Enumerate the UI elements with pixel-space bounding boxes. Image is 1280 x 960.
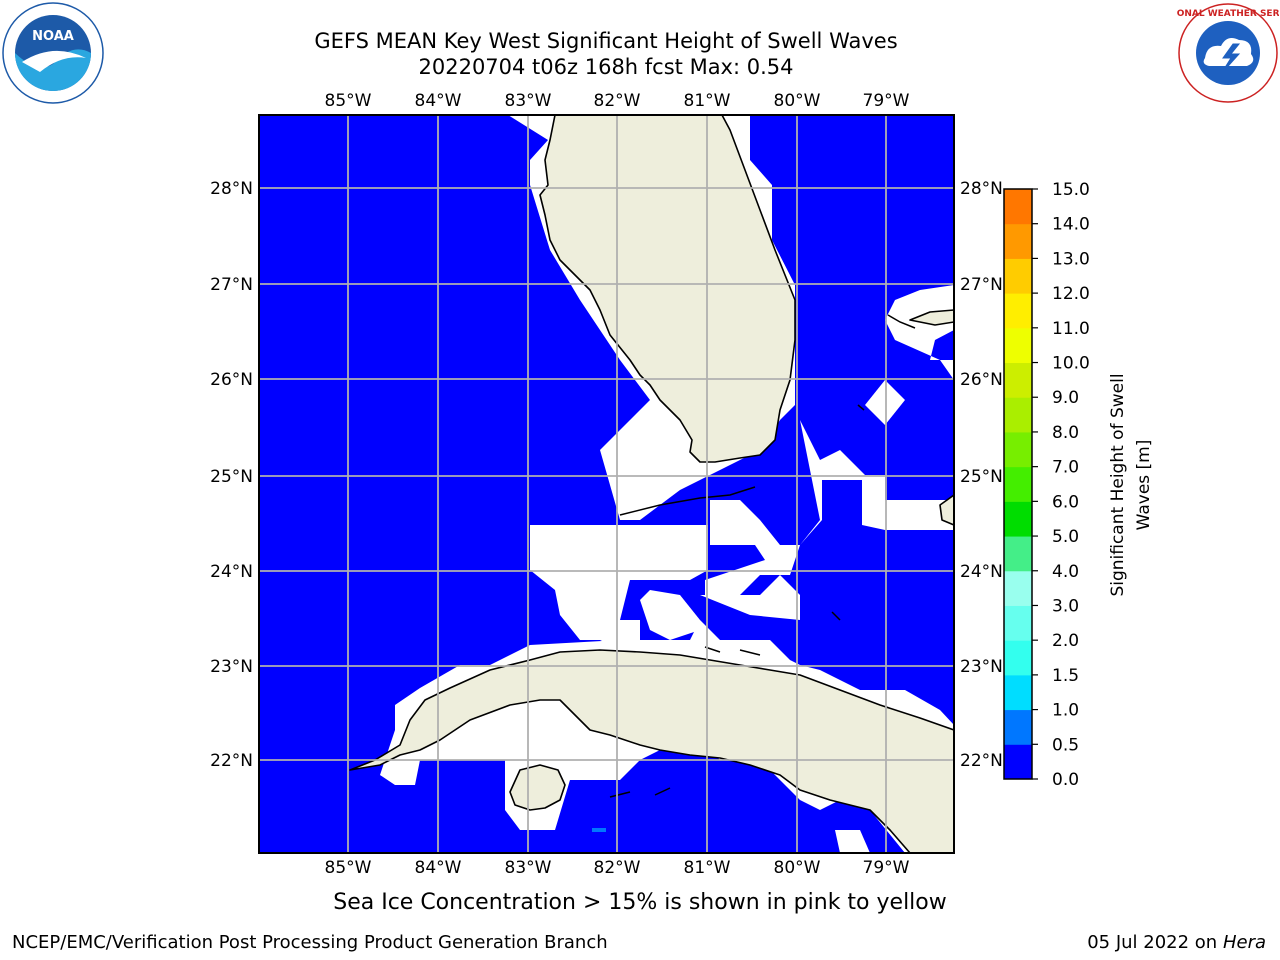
colorbar-segment (1004, 293, 1032, 329)
lon-label-top: 82°W (594, 91, 641, 111)
colorbar-segment (1004, 674, 1032, 711)
lat-labels-right: 28°N 27°N 26°N 25°N 24°N 23°N 22°N (960, 179, 1003, 771)
lat-labels-left: 28°N 27°N 26°N 25°N 24°N 23°N 22°N (210, 179, 253, 771)
lat-label-left: 26°N (210, 370, 253, 390)
lon-label-bottom: 80°W (774, 858, 821, 878)
footer-date: 05 Jul 2022 on Hera (1087, 932, 1266, 953)
lon-label-bottom: 79°W (863, 858, 910, 878)
colorbar-title: Significant Height of Swell Waves [m] (1108, 373, 1154, 596)
colorbar-tick-label: 0.0 (1052, 770, 1079, 790)
lat-label-left: 25°N (210, 467, 253, 487)
lon-label-top: 83°W (505, 91, 552, 111)
colorbar-tick-label: 14.0 (1052, 215, 1090, 235)
lat-label-right: 28°N (960, 179, 1003, 199)
lat-label-left: 23°N (210, 657, 253, 677)
lon-label-top: 81°W (684, 91, 731, 111)
colorbar-segment (1004, 223, 1032, 259)
lon-label-bottom: 85°W (325, 858, 372, 878)
colorbar-segment (1004, 536, 1032, 572)
colorbar-segment (1004, 258, 1032, 294)
map-area (259, 115, 954, 853)
land-masses (349, 115, 954, 853)
footer-host: Hera (1222, 932, 1266, 953)
bahamas-land (909, 309, 954, 326)
colorbar-segment (1004, 501, 1032, 537)
footer-date-text: 05 Jul 2022 on (1087, 932, 1223, 953)
lat-label-right: 23°N (960, 657, 1003, 677)
colorbar-tick-label: 2.0 (1052, 631, 1079, 651)
lat-label-left: 28°N (210, 179, 253, 199)
lon-label-top: 79°W (863, 91, 910, 111)
lat-label-left: 24°N (210, 562, 253, 582)
colorbar-segment (1004, 362, 1032, 398)
colorbar-tick-label: 7.0 (1052, 458, 1079, 478)
lon-labels-bottom: 85°W 84°W 83°W 82°W 81°W 80°W 79°W (325, 858, 910, 878)
colorbar-segment (1004, 709, 1032, 745)
sea-ice-note: Sea Ice Concentration > 15% is shown in … (333, 890, 947, 915)
florida-land (539, 115, 796, 463)
chart-title: GEFS MEAN Key West Significant Height of… (314, 29, 898, 53)
colorbar-tick-label: 1.0 (1052, 701, 1079, 721)
colorbar-label-line2: Waves [m] (1134, 440, 1154, 531)
lon-label-bottom: 84°W (415, 858, 462, 878)
colorbar-segment (1004, 397, 1032, 433)
lon-label-top: 80°W (774, 91, 821, 111)
colorbar-segment (1004, 640, 1032, 676)
colorbar-tick-label: 11.0 (1052, 319, 1090, 339)
nws-logo-icon: NATIONAL WEATHER SERVICE (1177, 3, 1279, 103)
lon-label-top: 85°W (325, 91, 372, 111)
chart-subtitle: 20220704 t06z 168h fcst Max: 0.54 (418, 55, 794, 79)
colorbar-label-line1: Significant Height of Swell (1108, 373, 1128, 596)
colorbar-tick-label: 4.0 (1052, 562, 1079, 582)
colorbar-segment (1004, 744, 1032, 780)
colorbar-segment (1004, 189, 1032, 225)
colorbar-segment (1004, 570, 1032, 606)
colorbar-tick-label: 0.5 (1052, 735, 1079, 755)
graticule (259, 115, 954, 853)
colorbar-tick-label: 15.0 (1052, 180, 1090, 200)
colorbar-tick-label: 5.0 (1052, 527, 1079, 547)
colorbar-segment (1004, 327, 1032, 364)
cuba-land (349, 649, 954, 853)
lon-label-bottom: 83°W (505, 858, 552, 878)
lat-label-left: 27°N (210, 275, 253, 295)
colorbar-tick-label: 1.5 (1052, 666, 1079, 686)
colorbar-segment (1004, 431, 1032, 468)
lat-label-right: 26°N (960, 370, 1003, 390)
noaa-logo-icon: NOAA (2, 2, 104, 104)
lat-label-right: 24°N (960, 562, 1003, 582)
colorbar-tick-label: 9.0 (1052, 388, 1079, 408)
colorbar-tick-label: 12.0 (1052, 284, 1090, 304)
isla-juventud-land (509, 764, 566, 811)
colorbar-tick-label: 13.0 (1052, 249, 1090, 269)
colorbar-tick-label: 6.0 (1052, 492, 1079, 512)
lat-label-left: 22°N (210, 751, 253, 771)
lon-label-bottom: 81°W (684, 858, 731, 878)
colorbar-tick-label: 3.0 (1052, 596, 1079, 616)
map-frame (258, 114, 955, 854)
nws-logo-text: NATIONAL WEATHER SERVICE (1177, 9, 1279, 19)
colorbar-segment (1004, 466, 1032, 502)
lat-label-right: 27°N (960, 275, 1003, 295)
colorbar: 0.0 0.5 1.0 1.5 2.0 3.0 4.0 5.0 6.0 7.0 8.0 9.0 10.0… (1003, 180, 1090, 790)
colorbar-frame (1003, 188, 1033, 780)
lat-label-right: 22°N (960, 751, 1003, 771)
noaa-logo-text: NOAA (32, 29, 74, 44)
lon-labels-top: 85°W 84°W 83°W 82°W 81°W 80°W 79°W (325, 91, 910, 111)
lat-label-right: 25°N (960, 467, 1003, 487)
lon-label-top: 84°W (415, 91, 462, 111)
colorbar-tick-label: 8.0 (1052, 423, 1079, 443)
colorbar-segment (1004, 605, 1032, 641)
swell-patch (592, 828, 606, 832)
andros-land (939, 494, 954, 526)
footer-credit: NCEP/EMC/Verification Post Processing Pr… (12, 932, 608, 953)
island-outlines (609, 314, 916, 798)
colorbar-tick-label: 10.0 (1052, 354, 1090, 374)
lon-label-bottom: 82°W (594, 858, 641, 878)
